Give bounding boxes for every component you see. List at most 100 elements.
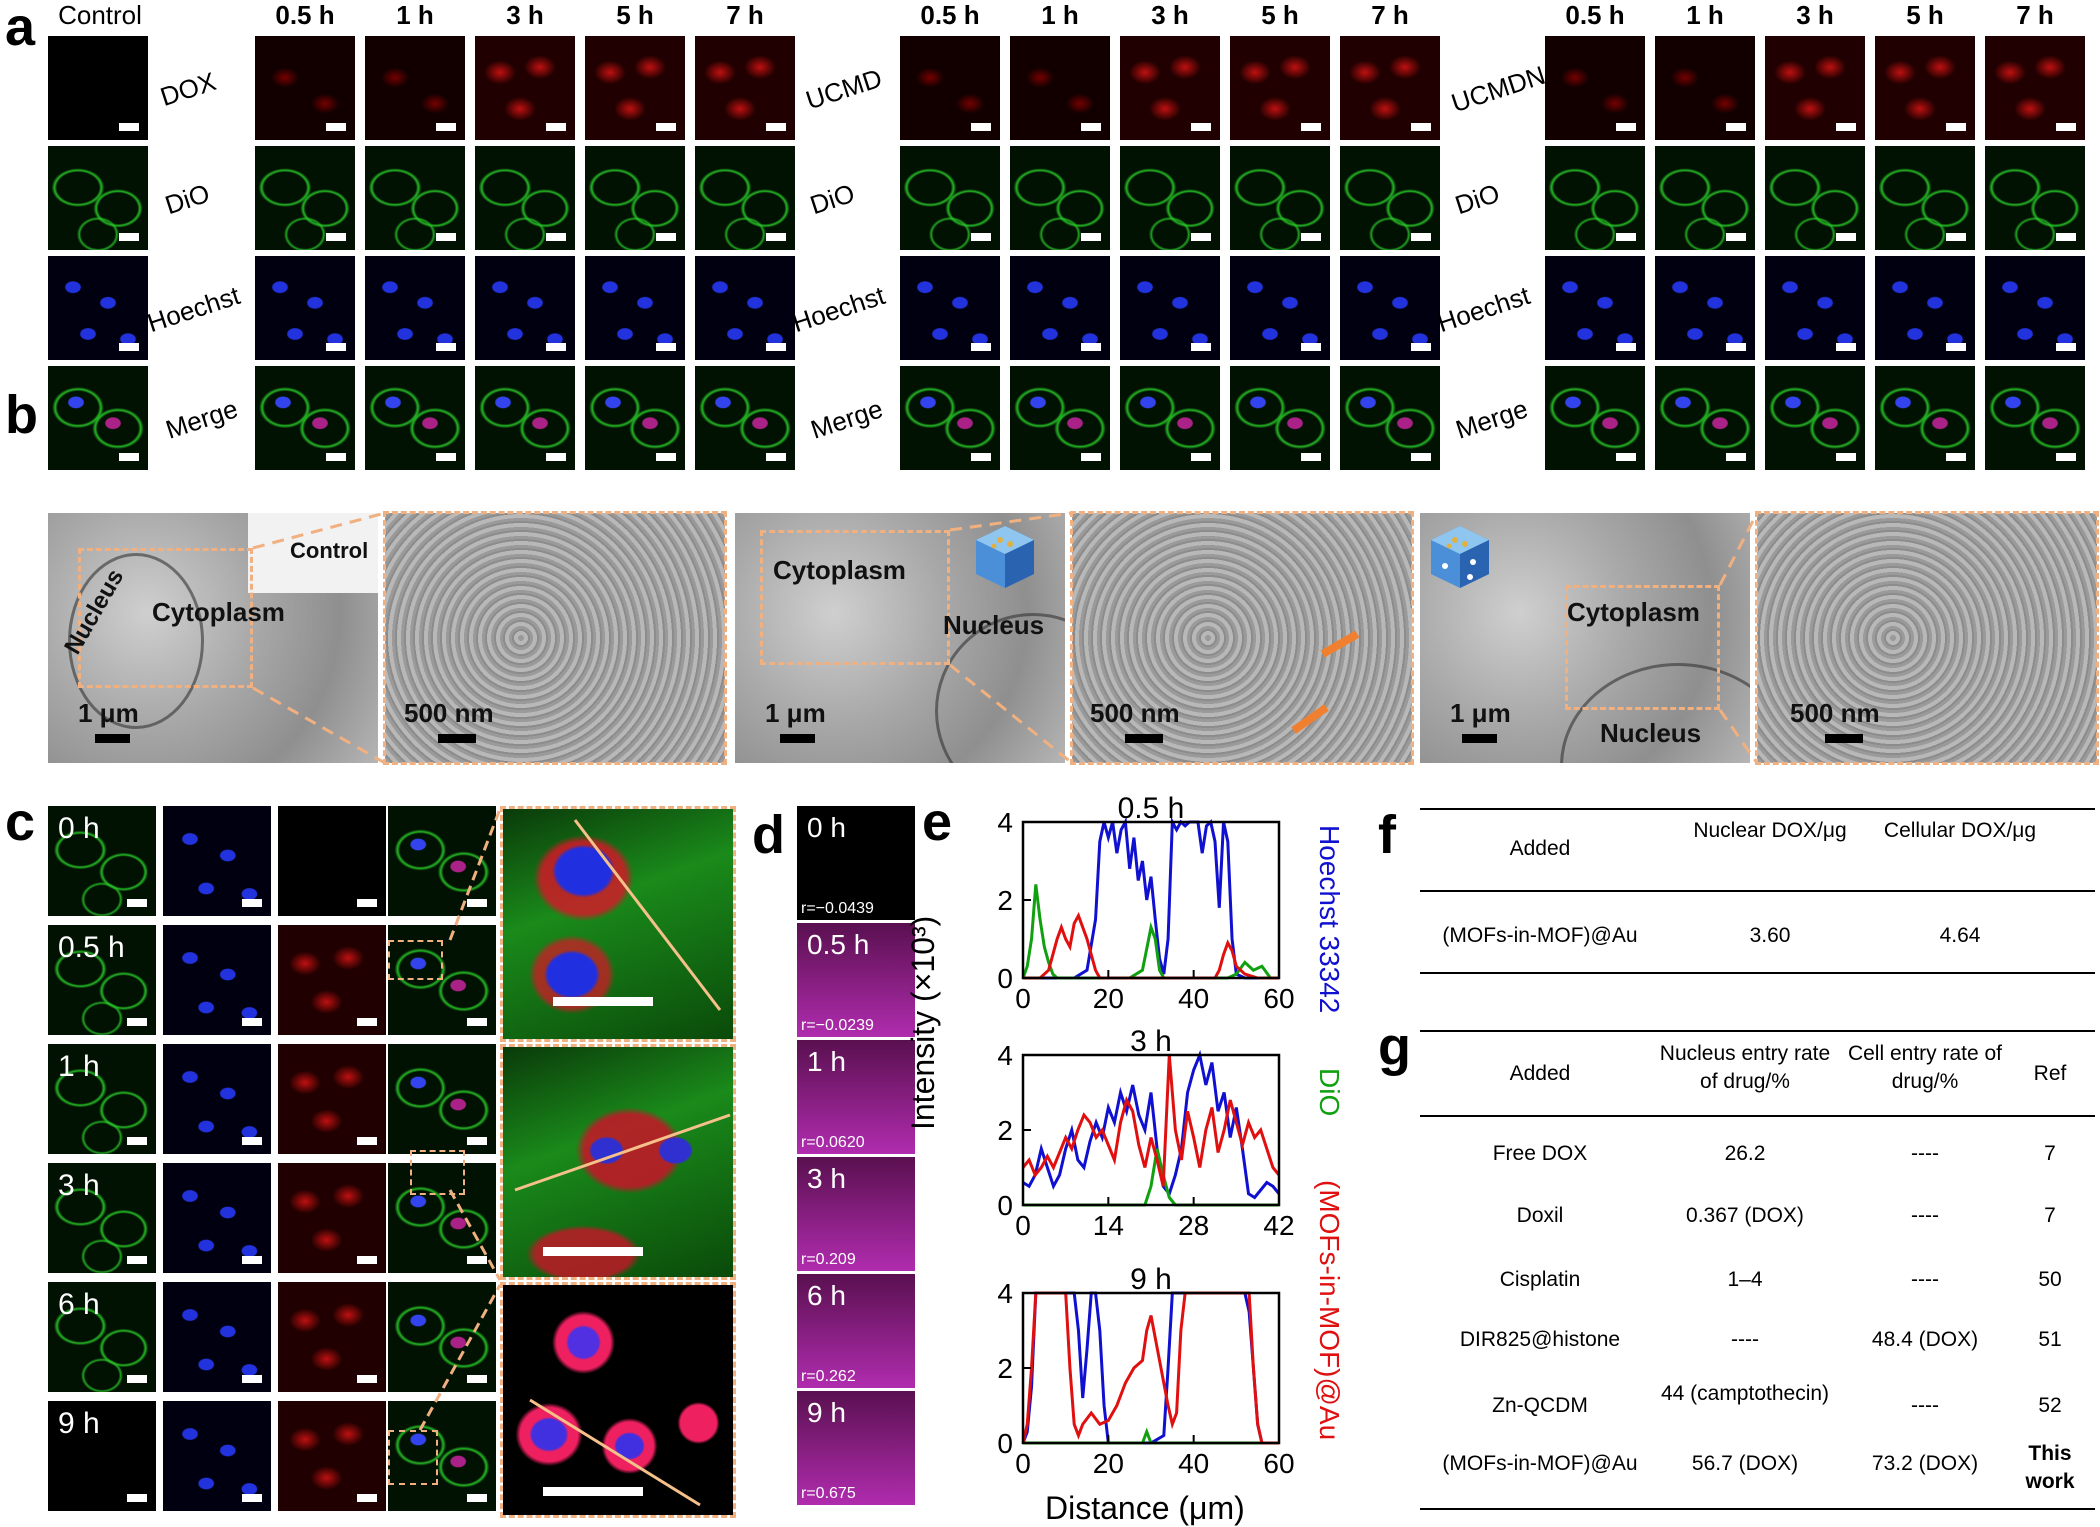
scalebar	[1411, 343, 1431, 351]
rule	[1420, 1508, 2095, 1510]
timecourse-tile	[163, 1401, 271, 1511]
confocal-tile	[475, 146, 575, 250]
panel-label-a: a	[5, 0, 36, 57]
scale-500nm: 500 nm	[1090, 698, 1180, 728]
time-label: 3 h	[807, 1163, 846, 1194]
g-cell: Doxil	[1516, 1204, 1564, 1227]
time-label: 3 h	[506, 0, 544, 30]
series-line-1	[1023, 1427, 1279, 1445]
f-header-added: Added	[1509, 837, 1571, 860]
scalebar	[971, 123, 991, 131]
scalebar	[326, 453, 346, 461]
scalebar	[1616, 123, 1636, 131]
line-chart-0: 0.5 h 0 20 40 60 0 2 4	[997, 792, 1294, 1014]
scalebar	[766, 123, 786, 131]
scalebar	[1411, 123, 1431, 131]
rule	[1420, 1030, 2095, 1032]
timecourse-tile	[278, 925, 386, 1035]
scalebar	[546, 343, 566, 351]
g-cell: Zn-QCDM	[1492, 1394, 1588, 1417]
y-tick-label: 4	[997, 807, 1013, 838]
timecourse-tile	[48, 1163, 156, 1273]
scalebar	[119, 343, 139, 351]
e-ylabel: Intensity (×10³)	[905, 915, 941, 1130]
scale-500nm: 500 nm	[1790, 698, 1880, 728]
confocal-tile	[1655, 256, 1755, 360]
confocal-tile	[1340, 256, 1440, 360]
confocal-tile	[900, 146, 1000, 250]
confocal-tile	[1985, 256, 2085, 360]
scalebar	[1411, 233, 1431, 241]
scalebar	[1301, 123, 1321, 131]
confocal-tile	[695, 36, 795, 140]
timecourse-tile	[388, 1163, 496, 1273]
zoom-frame	[383, 511, 727, 765]
g-cell: Free DOX	[1492, 1142, 1588, 1165]
scalebar	[1081, 233, 1101, 241]
confocal-tile	[1875, 256, 1975, 360]
control-label: Control	[290, 538, 369, 563]
tem-background	[248, 513, 378, 593]
scalebar	[1191, 453, 1211, 461]
scalebar	[546, 123, 566, 131]
timecourse-tile	[388, 1401, 496, 1511]
confocal-tile	[900, 256, 1000, 360]
series-line-0	[1022, 1049, 1281, 1200]
zoom-inset-frame	[500, 1044, 736, 1280]
g-cell: ----	[1911, 1204, 1939, 1227]
timecourse-tile	[163, 1282, 271, 1392]
time-label: 0 h	[807, 812, 846, 843]
y-tick-label: 2	[997, 1115, 1013, 1146]
g-header-ref: Ref	[2033, 1062, 2067, 1085]
panel-label-g: g	[1378, 1017, 1411, 1077]
scalebar	[1726, 343, 1746, 351]
confocal-tile	[1765, 36, 1865, 140]
scalebar	[656, 233, 676, 241]
roi-box	[388, 940, 443, 980]
timecourse-tile	[163, 925, 271, 1035]
coloc-tile: 9 h r=0.675	[797, 1391, 915, 1505]
plot-frame	[1021, 820, 1281, 980]
scalebar	[357, 1018, 377, 1026]
y-tick-label: 0	[997, 1190, 1013, 1221]
cytoplasm-label: Cytoplasm	[773, 555, 906, 585]
timecourse-tile	[278, 1282, 386, 1392]
scalebar	[1301, 343, 1321, 351]
scalebar	[546, 453, 566, 461]
scalebar	[546, 233, 566, 241]
f-header-cellular: Cellular DOX/μg	[1883, 819, 2037, 842]
scalebar	[467, 1494, 487, 1502]
scale-1um: 1 μm	[78, 698, 139, 728]
confocal-tile	[1340, 146, 1440, 250]
coloc-tile: 0.5 h r=−0.0239	[797, 923, 915, 1037]
y-tick-label: 0	[997, 1428, 1013, 1459]
confocal-tile	[1875, 36, 1975, 140]
scalebar	[242, 1375, 262, 1383]
confocal-tile	[1985, 366, 2085, 470]
scalebar	[656, 123, 676, 131]
scalebar	[127, 1018, 147, 1026]
zoom-connectors	[252, 511, 1759, 765]
time-label: 0.5 h	[58, 931, 125, 964]
tem-ucmdn-zoom	[1757, 513, 2097, 763]
pearson-r: r=−0.0439	[801, 900, 874, 917]
confocal-tile	[1230, 36, 1330, 140]
scalebar	[1125, 734, 1163, 743]
confocal-tile	[1120, 256, 1220, 360]
scalebar	[1946, 233, 1966, 241]
time-label: 7 h	[726, 0, 764, 30]
scalebar	[1726, 123, 1746, 131]
control-tile	[48, 256, 148, 360]
scalebar	[1301, 453, 1321, 461]
g-cell: 50	[2038, 1268, 2062, 1291]
panel-label-d: d	[752, 805, 785, 865]
scalebar	[242, 1137, 262, 1145]
scalebar	[242, 1018, 262, 1026]
confocal-tile	[365, 256, 465, 360]
confocal-tile	[365, 366, 465, 470]
scalebar	[656, 453, 676, 461]
confocal-tile	[1655, 366, 1755, 470]
x-tick-label: 42	[1263, 1210, 1294, 1241]
scalebar	[1301, 233, 1321, 241]
timecourse-tile	[163, 1163, 271, 1273]
